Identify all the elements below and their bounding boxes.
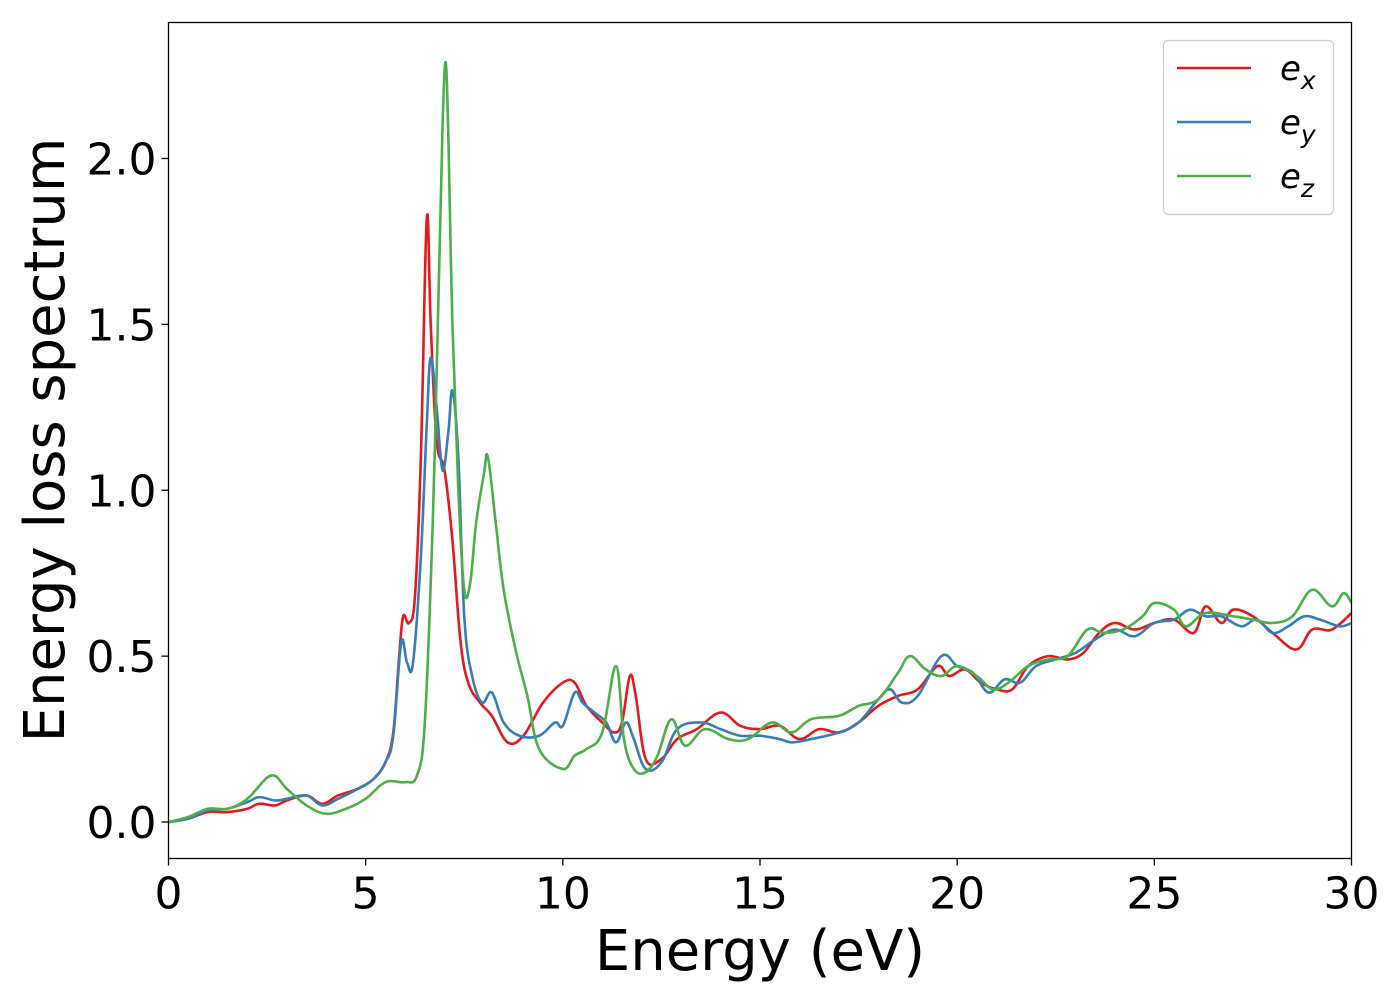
series-line-z xyxy=(168,61,1352,824)
x-tick-label: 15 xyxy=(732,869,788,920)
x-tick-label: 10 xyxy=(535,869,591,920)
x-tick-label: 20 xyxy=(929,869,985,920)
series-line-y xyxy=(168,356,1352,824)
legend-label-y: ey xyxy=(1280,103,1317,149)
ticks-layer: 0 5 10 15 20 25 30 0.0 0.5 1.0 1.5 2.0 xyxy=(87,135,1380,920)
legend-entries: ex ey ez xyxy=(1177,49,1317,203)
x-tick-label: 30 xyxy=(1324,869,1380,920)
series-layer xyxy=(168,61,1352,824)
x-tick-label: 25 xyxy=(1126,869,1182,920)
y-tick-label: 2.0 xyxy=(87,135,157,186)
x-tick-label: 5 xyxy=(352,869,380,920)
x-axis-title: Energy (eV) xyxy=(595,919,925,984)
y-tick-label: 0.0 xyxy=(87,798,157,849)
y-tick-label: 0.5 xyxy=(87,632,157,683)
y-tick-label: 1.5 xyxy=(87,300,157,351)
legend-label-x: ex xyxy=(1280,49,1316,95)
x-tick-label: 0 xyxy=(155,869,183,920)
legend: ex ey ez xyxy=(1162,39,1335,216)
y-tick-label: 1.0 xyxy=(87,466,157,517)
legend-frame xyxy=(1162,39,1335,216)
legend-label-z: ez xyxy=(1280,157,1315,203)
y-axis-title: Energy loss spectrum xyxy=(13,138,78,743)
